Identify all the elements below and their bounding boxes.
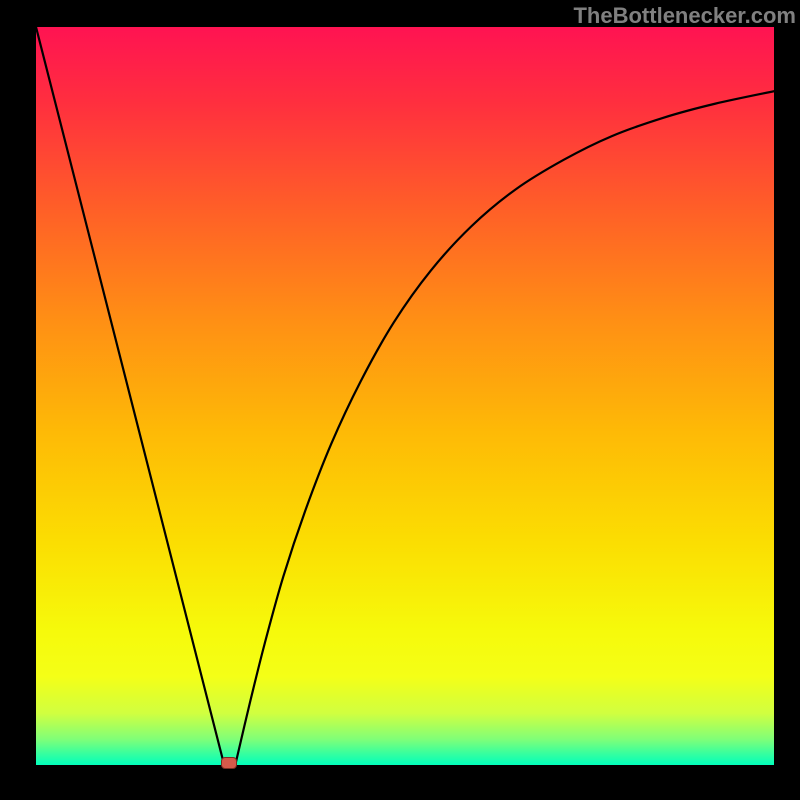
gradient-background [36,27,774,765]
plot-area [36,27,774,765]
minimum-marker [221,757,237,769]
curve-layer [36,27,774,765]
chart-container: TheBottlenecker.com [0,0,800,800]
watermark-text: TheBottlenecker.com [573,3,796,29]
